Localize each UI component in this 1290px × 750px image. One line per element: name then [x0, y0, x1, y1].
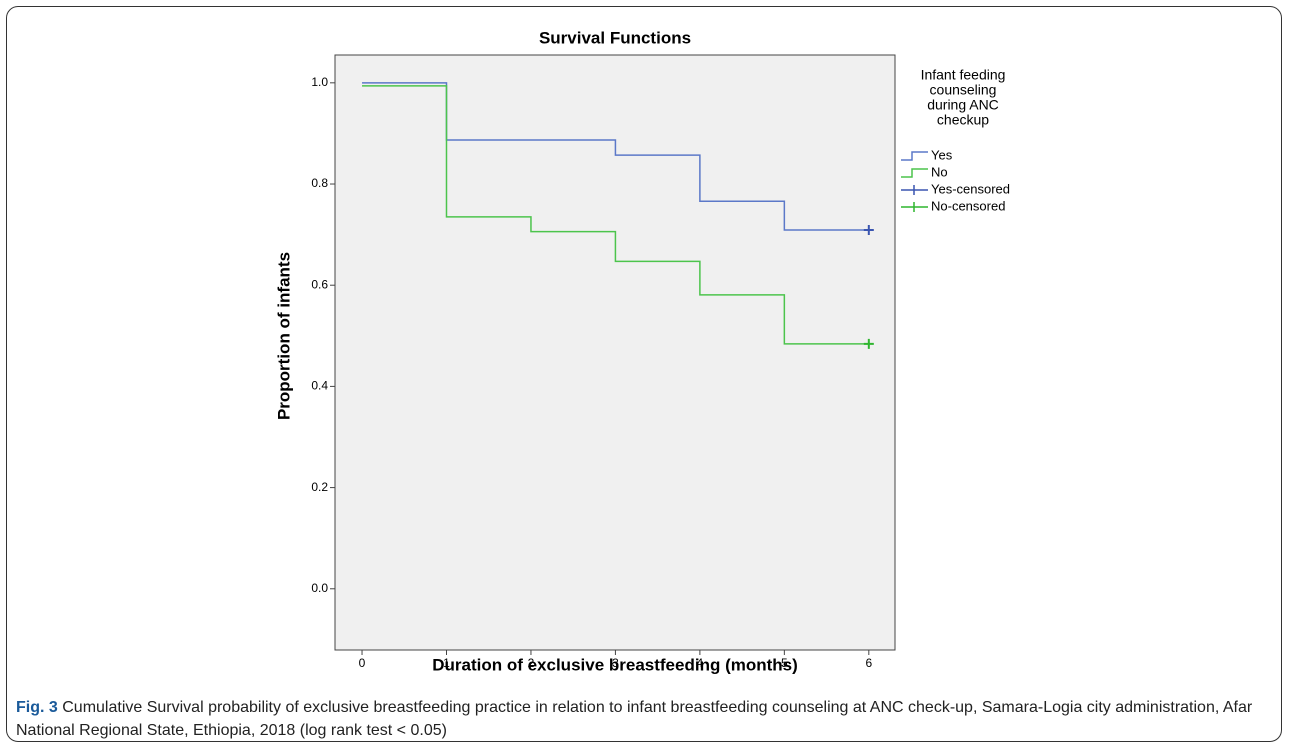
x-tick-label: 6: [865, 656, 872, 670]
figure-frame: [6, 6, 1282, 742]
x-tick-label: 5: [781, 656, 788, 670]
caption-text: Cumulative Survival probability of exclu…: [16, 699, 1253, 739]
legend-symbol: [901, 185, 928, 195]
legend-label: No: [931, 164, 948, 179]
legend-title: counseling: [930, 82, 997, 98]
caption-label: Fig. 3: [16, 699, 58, 716]
y-tick-label: 0.0: [311, 581, 328, 595]
legend-title: checkup: [937, 112, 989, 128]
survival-line: [362, 85, 869, 345]
y-axis-label: Proportion of infants: [274, 252, 293, 420]
legend-label: Yes: [931, 147, 953, 162]
caption: Fig. 3 Cumulative Survival probability o…: [16, 696, 1278, 742]
x-tick-label: 4: [697, 656, 704, 670]
censor-mark: [863, 225, 874, 236]
y-tick-label: 0.4: [311, 379, 328, 393]
y-tick-label: 0.2: [311, 480, 328, 494]
x-tick-label: 1: [443, 656, 450, 670]
x-tick-label: 2: [528, 656, 535, 670]
x-tick-label: 3: [612, 656, 619, 670]
y-tick-label: 0.6: [311, 277, 328, 291]
legend-title: Infant feeding: [921, 67, 1006, 83]
y-tick-label: 1.0: [311, 75, 328, 89]
legend-label: Yes-censored: [931, 181, 1010, 196]
legend-symbol: [901, 168, 928, 178]
x-tick-label: 0: [359, 656, 366, 670]
legend-title: during ANC: [927, 97, 999, 113]
legend-symbol: [901, 151, 928, 161]
legend-symbol: [901, 202, 928, 212]
censor-mark: [863, 338, 874, 349]
chart: Survival Functions Duration of exclusive…: [274, 28, 1010, 674]
y-tick-label: 0.8: [311, 176, 328, 190]
legend-label: No-censored: [931, 198, 1005, 213]
x-axis-label: Duration of exclusive breastfeeding (mon…: [432, 655, 798, 674]
chart-title: Survival Functions: [539, 28, 691, 47]
